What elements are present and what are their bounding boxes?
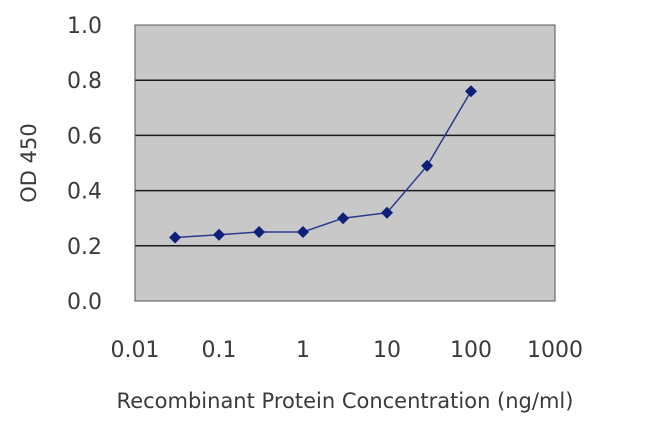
x-tick-label: 1000 [527, 338, 583, 363]
series-line [175, 90, 472, 239]
series-layer [169, 85, 477, 244]
data-point-marker [169, 231, 182, 244]
x-axis: 0.01 0.1 1 10 100 1000 [111, 338, 583, 363]
x-tick-label: 10 [373, 338, 401, 363]
y-tick-label: 0.2 [67, 235, 102, 260]
data-point-marker [297, 226, 309, 238]
data-point-marker [213, 228, 225, 241]
y-tick-label: 0.4 [67, 180, 102, 205]
x-tick-label: 100 [450, 338, 492, 363]
data-point-marker [253, 226, 266, 238]
plot-area [135, 25, 555, 301]
data-point-marker [421, 159, 434, 172]
x-tick-label: 0.01 [111, 338, 160, 363]
y-tick-label: 0.0 [67, 290, 102, 315]
data-point-marker [465, 85, 477, 98]
y-axis-title: OD 450 [17, 123, 41, 202]
y-tick-label: 0.8 [67, 69, 102, 94]
plot-border [134, 24, 556, 302]
x-tick-label: 1 [296, 338, 310, 363]
data-point-marker [337, 212, 350, 225]
y-axis: 0.0 0.2 0.4 0.6 0.8 1.0 [67, 14, 102, 315]
y-tick-label: 0.6 [67, 124, 102, 149]
gridlines [135, 79, 555, 247]
x-tick-label: 0.1 [202, 338, 237, 363]
y-tick-label: 1.0 [67, 14, 102, 39]
data-point-marker [381, 206, 393, 219]
x-axis-title: Recombinant Protein Concentration (ng/ml… [117, 389, 574, 413]
